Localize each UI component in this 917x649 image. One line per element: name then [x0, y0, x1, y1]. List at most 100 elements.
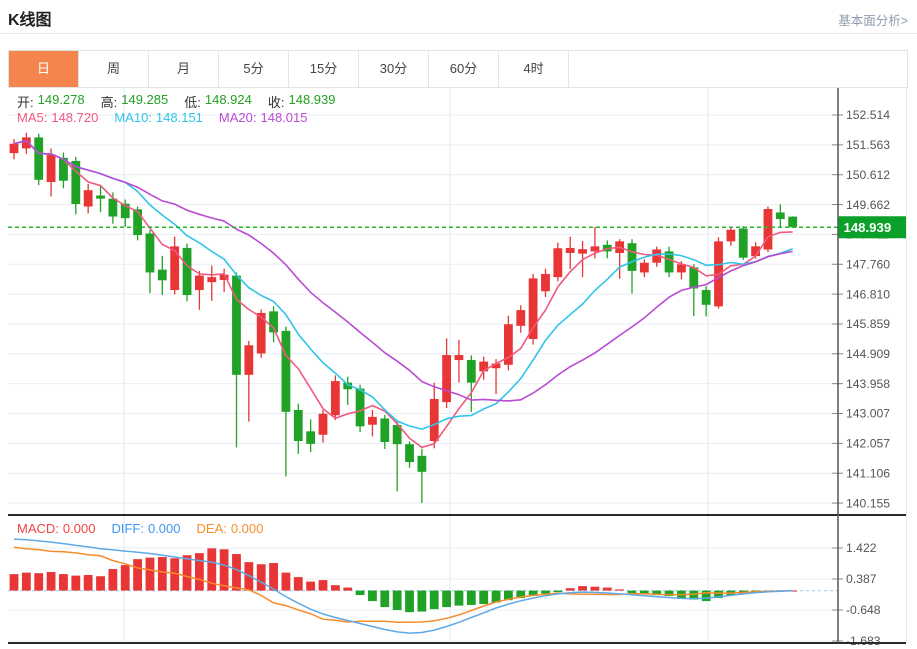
ma10: MA10: 148.151 — [114, 110, 203, 125]
candle — [479, 361, 489, 372]
ma5-label: MA5: — [17, 110, 48, 125]
candle — [182, 247, 192, 296]
ma-legend: MA5: 148.720 MA10: 148.151 MA20: 148.015 — [17, 110, 308, 125]
tab-月[interactable]: 月 — [149, 51, 219, 87]
ohlc-low-label: 低: — [184, 95, 201, 110]
macd-axis-label: -0.648 — [846, 603, 881, 617]
tab-60分[interactable]: 60分 — [429, 51, 499, 87]
candle — [504, 324, 513, 365]
macd-hist-bar — [281, 572, 291, 591]
macd-hist-bar — [120, 565, 130, 591]
candle — [392, 425, 402, 445]
candle — [34, 137, 44, 180]
candle — [157, 269, 167, 281]
candle — [83, 190, 93, 207]
ohlc-high: 高: 149.285 — [101, 92, 169, 111]
macd-hist-bar — [565, 588, 575, 591]
y-axis-label: 142.057 — [846, 437, 890, 451]
candle — [639, 262, 649, 273]
candle — [738, 228, 748, 258]
candle — [306, 431, 316, 444]
macd-hist-bar — [96, 576, 105, 591]
candle — [108, 198, 118, 217]
candle — [207, 277, 217, 283]
ohlc-high-label: 高: — [100, 95, 118, 110]
macd-hist-bar — [133, 559, 142, 591]
macd-hist-bar — [293, 577, 303, 591]
macd-hist-bar — [590, 586, 600, 591]
candle — [368, 416, 377, 425]
macd-hist-bar — [479, 590, 489, 605]
macd-hist-bar — [195, 553, 204, 591]
y-axis-label: 146.810 — [846, 287, 890, 301]
candle — [343, 382, 353, 390]
ma5-value: 148.720 — [51, 110, 99, 125]
macd-hist-bar — [330, 585, 340, 591]
macd-hist-bar — [355, 590, 365, 596]
macd-hist-bar — [602, 587, 612, 591]
ohlc-open-label: 开: — [17, 95, 34, 110]
macd-hist-bar — [689, 590, 699, 600]
candle — [330, 381, 340, 416]
macd-hist-bar — [182, 555, 192, 591]
candle — [380, 418, 390, 442]
candle — [516, 310, 526, 326]
tab-周[interactable]: 周 — [79, 51, 149, 87]
candle — [269, 311, 278, 333]
diff-line — [13, 538, 793, 634]
candle — [417, 455, 427, 472]
macd-hist-bar — [578, 586, 587, 591]
candle — [46, 154, 56, 183]
tab-15分[interactable]: 15分 — [289, 51, 359, 87]
tab-5分[interactable]: 5分 — [219, 51, 289, 87]
candle — [664, 251, 674, 273]
ohlc-high-value: 149.285 — [121, 92, 169, 107]
macd-hist-bar — [491, 590, 501, 603]
ma20-line — [13, 139, 793, 402]
macd-hist-bar — [516, 590, 526, 599]
candle — [195, 275, 204, 291]
macd-hist-bar — [46, 572, 56, 591]
macd-hist-bar — [59, 574, 68, 591]
macd-legend-dea-label: DEA: — [196, 521, 227, 536]
candle — [788, 216, 798, 228]
macd-hist-bar — [541, 590, 550, 594]
candle — [578, 249, 587, 254]
macd-hist-bar — [269, 563, 278, 591]
candle — [677, 264, 686, 273]
macd-legend-diff-value: 0.000 — [147, 521, 181, 536]
ma10-label: MA10: — [114, 110, 152, 125]
candle — [763, 209, 773, 250]
ma20: MA20: 148.015 — [219, 110, 308, 125]
dea-line — [13, 546, 793, 624]
macd-hist-bar — [318, 580, 328, 591]
candle — [442, 355, 451, 403]
tab-日[interactable]: 日 — [9, 51, 79, 87]
macd-hist-bar — [34, 573, 44, 591]
candle — [541, 274, 550, 292]
macd-hist-bar — [170, 558, 180, 591]
ohlc-legend: 开: 149.278 高: 149.285 低: 148.924 收: 148.939 — [17, 92, 336, 111]
macd-hist-bar — [145, 557, 155, 591]
macd-hist-bar — [701, 590, 711, 602]
macd-hist-bar — [380, 590, 390, 608]
candle — [528, 278, 538, 340]
chart-right-border — [906, 50, 907, 643]
macd-hist-bar — [306, 581, 316, 591]
macd-legend-diff: DIFF: 0.000 — [111, 521, 180, 536]
macd-hist-bar — [639, 590, 649, 595]
macd-legend-macd-label: MACD: — [17, 521, 59, 536]
tab-4时[interactable]: 4时 — [499, 51, 569, 87]
macd-hist-bar — [343, 587, 353, 591]
ohlc-close: 收: 148.939 — [268, 92, 336, 111]
macd-hist-bar — [528, 590, 538, 596]
macd-legend-macd-value: 0.000 — [62, 521, 96, 536]
timeframe-tabbar: 日周月 5分 15分 30分 60分 4时 — [8, 50, 908, 88]
candle — [170, 246, 180, 291]
fundamental-analysis-link[interactable]: 基本面分析> — [838, 14, 908, 28]
tab-30分[interactable]: 30分 — [359, 51, 429, 87]
candle — [293, 409, 303, 442]
macd-hist-bar — [553, 590, 563, 593]
candle — [491, 363, 501, 369]
